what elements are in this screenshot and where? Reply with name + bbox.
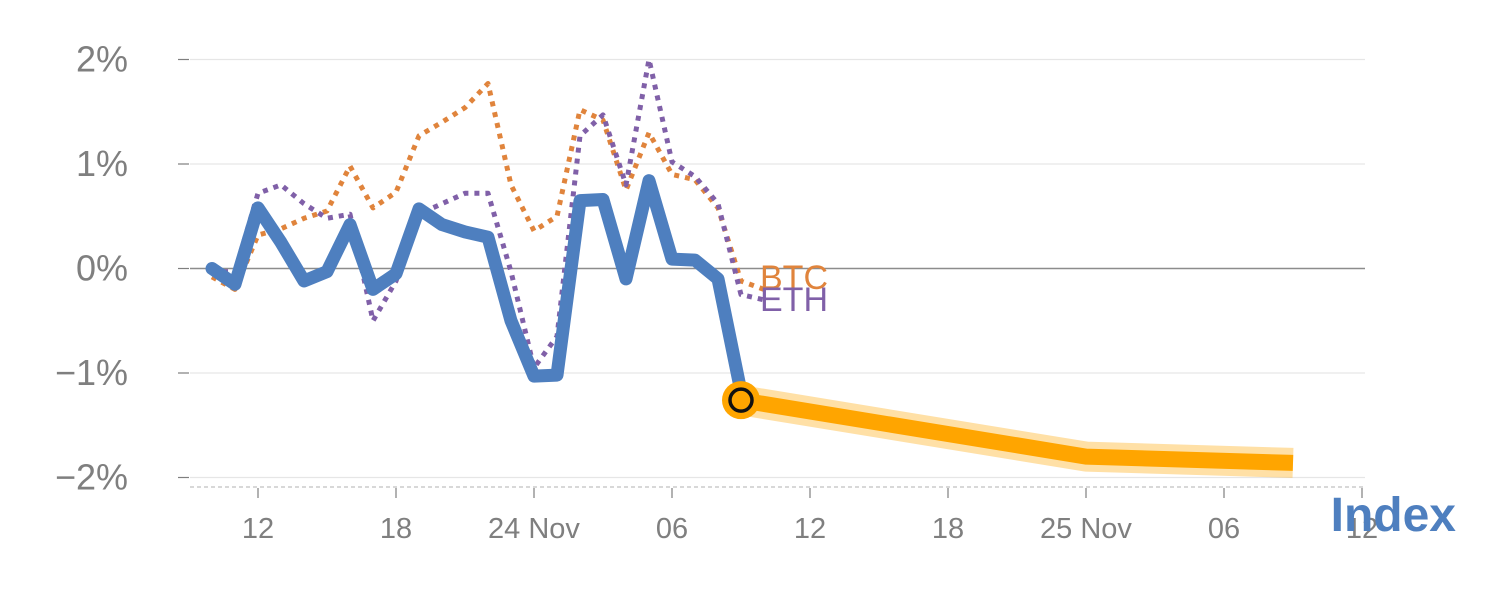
series-line-btc xyxy=(210,81,765,292)
current-point-ring xyxy=(728,387,754,413)
y-tick-label: −1% xyxy=(55,352,128,393)
y-tick-label: −2% xyxy=(55,457,128,498)
series-lines xyxy=(205,57,1294,478)
x-tick-label: 18 xyxy=(932,513,964,545)
x-axis-label: Index xyxy=(1331,489,1457,542)
x-tick-label: 06 xyxy=(1208,513,1240,545)
series-line-index xyxy=(205,174,748,399)
x-tick-label: 12 xyxy=(794,513,826,545)
axes: 2% 1% 0% −1% −2% 12 18 24 Nov 06 12 18 25 Nov 06 12 xyxy=(55,39,1378,546)
y-tick-label: 2% xyxy=(76,39,128,80)
forecast-line xyxy=(739,392,1294,471)
x-tick-label: 24 Nov xyxy=(488,513,580,545)
x-tick-label: 12 xyxy=(1346,513,1378,545)
series-label-eth: ETH xyxy=(760,281,828,319)
grid-lines xyxy=(190,58,1365,479)
series-label-btc: BTC xyxy=(760,259,828,297)
x-tick-label: 12 xyxy=(242,513,274,545)
y-tick-label: 1% xyxy=(76,143,128,184)
x-tick-label: 25 Nov xyxy=(1040,513,1132,545)
current-point-marker xyxy=(722,381,760,420)
y-tick-label: 0% xyxy=(76,248,128,289)
series-line-eth xyxy=(212,57,765,371)
x-tick-label: 18 xyxy=(380,513,412,545)
x-tick-label: 06 xyxy=(656,513,688,545)
